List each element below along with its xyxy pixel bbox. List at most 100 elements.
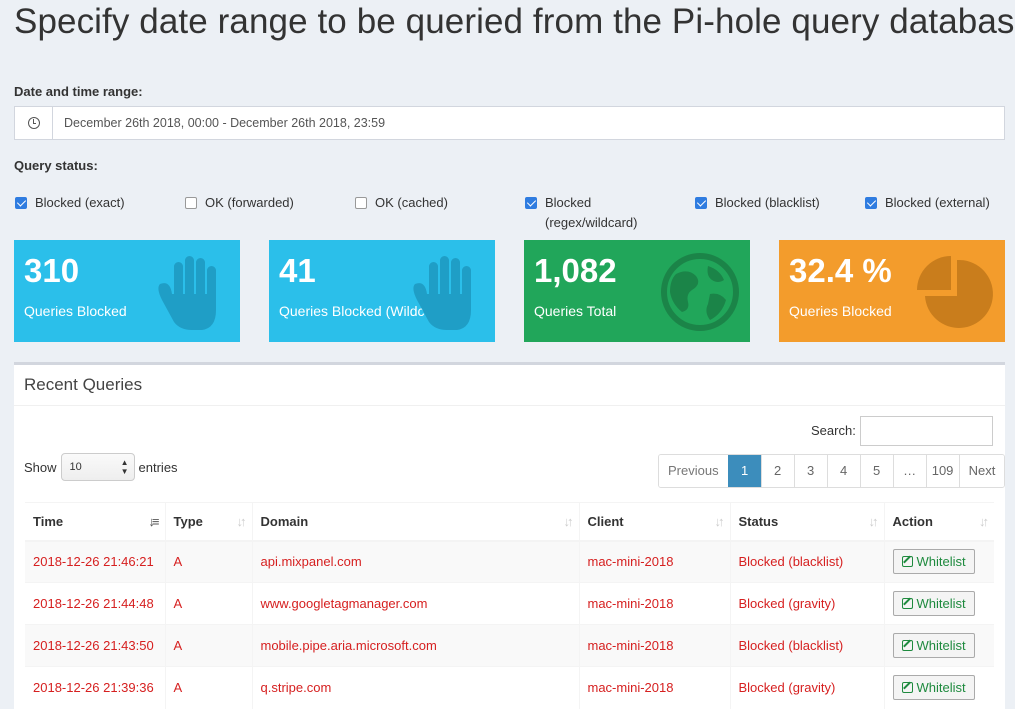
- column-header-status[interactable]: Status ↓↑: [729, 502, 884, 542]
- page-size-select[interactable]: 10 ▲ ▼: [60, 453, 135, 481]
- column-header-client[interactable]: Client ↓↑: [578, 502, 730, 542]
- whitelist-button[interactable]: Whitelist: [892, 591, 975, 616]
- pagination: Previous 1 2 3 4 5 … 109 Next: [658, 454, 1006, 488]
- cell-time: 2018-12-26 21:46:21: [25, 540, 165, 583]
- column-header-domain[interactable]: Domain ↓↑: [251, 502, 579, 542]
- page-size-value: 10: [69, 461, 82, 473]
- globe-icon: [661, 253, 739, 331]
- sort-icon: ↓↑: [979, 514, 989, 529]
- select-arrows-icon: ▲ ▼: [120, 458, 129, 476]
- clock-icon: [15, 107, 53, 139]
- page-button[interactable]: 109: [925, 455, 959, 487]
- column-header-type[interactable]: Type ↓↑: [164, 502, 252, 542]
- entries-label: entries: [138, 459, 178, 475]
- cell-status: Blocked (blacklist): [729, 540, 884, 583]
- stat-caption: Queries Total: [534, 303, 617, 319]
- whitelist-button[interactable]: Whitelist: [892, 549, 975, 575]
- next-button[interactable]: Next: [958, 455, 1005, 487]
- checkbox-label: Blocked (exact): [35, 195, 125, 210]
- checkbox-label: Blocked (external): [885, 195, 990, 210]
- sort-desc-icon: ↓≡: [148, 514, 159, 529]
- cell-time: 2018-12-26 21:44:48: [25, 582, 165, 625]
- hand-icon: [413, 256, 471, 330]
- page-button[interactable]: 1: [727, 455, 761, 487]
- checkbox-box[interactable]: [695, 197, 707, 209]
- column-header-action[interactable]: Action ↓↑: [883, 502, 994, 542]
- date-range-picker[interactable]: December 26th 2018, 00:00 - December 26t…: [14, 106, 1005, 140]
- panel-title: Recent Queries: [24, 375, 143, 394]
- stat-queries-blocked: 310 Queries Blocked: [14, 240, 240, 342]
- sort-icon: ↓↑: [714, 514, 725, 529]
- checkbox-ok-cached[interactable]: OK (cached): [355, 193, 448, 213]
- query-status-label: Query status:: [14, 158, 98, 173]
- recent-queries-panel: Recent Queries Search: Show 10 ▲ ▼ entrie…: [14, 362, 1006, 709]
- cell-action: Whitelist: [883, 582, 994, 625]
- date-range-label: Date and time range:: [14, 84, 143, 99]
- cell-action: Whitelist: [883, 540, 994, 583]
- cell-status: Blocked (gravity): [729, 666, 884, 709]
- checkbox-blocked-external[interactable]: Blocked (external): [865, 193, 990, 213]
- page-button[interactable]: 3: [793, 455, 827, 487]
- cell-domain: www.googletagmanager.com: [251, 582, 579, 625]
- cell-action: Whitelist: [883, 666, 994, 709]
- stat-value: 310: [24, 252, 80, 289]
- stat-queries-blocked-percent: 32.4 % Queries Blocked: [779, 240, 1005, 342]
- checkbox-blocked-regex[interactable]: Blocked (regex/wildcard): [525, 193, 637, 233]
- checkbox-label: Blocked: [545, 195, 592, 210]
- checkbox-label: OK (forwarded): [205, 195, 294, 210]
- stat-value: 1,082: [534, 252, 617, 289]
- column-header-time[interactable]: Time ↓≡: [25, 502, 165, 542]
- checkbox-box[interactable]: [15, 197, 27, 209]
- sort-icon: ↓↑: [563, 514, 574, 529]
- stat-queries-total: 1,082 Queries Total: [524, 240, 750, 342]
- checkbox-box[interactable]: [865, 197, 877, 209]
- cell-time: 2018-12-26 21:43:50: [25, 624, 165, 667]
- show-label: Show: [24, 459, 57, 475]
- stat-caption: Queries Blocked (Wildcards): [279, 303, 457, 319]
- checkbox-ok-forwarded[interactable]: OK (forwarded): [185, 193, 294, 213]
- page-button[interactable]: 2: [760, 455, 794, 487]
- checkbox-box[interactable]: [355, 197, 367, 209]
- checkbox-box[interactable]: [525, 197, 537, 209]
- stat-value: 32.4 %: [789, 252, 892, 289]
- cell-type: A: [164, 624, 252, 667]
- stat-queries-blocked-wildcards: 41 Queries Blocked (Wildcards): [269, 240, 495, 342]
- table-row: 2018-12-26 21:46:21 A api.mixpanel.com m…: [25, 540, 994, 583]
- whitelist-button[interactable]: Whitelist: [892, 675, 975, 701]
- sort-icon: ↓↑: [868, 514, 879, 529]
- checkbox-label: Blocked (blacklist): [715, 195, 820, 210]
- checkbox-blocked-blacklist[interactable]: Blocked (blacklist): [695, 193, 820, 213]
- checkbox-label: OK (cached): [375, 195, 448, 210]
- checkbox-box[interactable]: [185, 197, 197, 209]
- checkbox-blocked-exact[interactable]: Blocked (exact): [15, 193, 125, 213]
- cell-domain: api.mixpanel.com: [251, 540, 579, 583]
- edit-icon: [901, 640, 913, 651]
- divider: [14, 405, 1005, 406]
- cell-client: mac-mini-2018: [578, 666, 730, 709]
- cell-client: mac-mini-2018: [578, 624, 730, 667]
- sort-icon: ↓↑: [236, 514, 247, 529]
- page-button[interactable]: 4: [826, 455, 860, 487]
- stat-value: 41: [279, 252, 316, 289]
- cell-domain: q.stripe.com: [251, 666, 579, 709]
- cell-domain: mobile.pipe.aria.microsoft.com: [251, 624, 579, 667]
- queries-table: Time ↓≡ Type ↓↑ Domain ↓↑ Client ↓↑ Status ↓↑…: [25, 502, 994, 709]
- edit-icon: [901, 682, 913, 694]
- search-input[interactable]: [860, 416, 993, 446]
- table-row: 2018-12-26 21:39:36 A q.stripe.com mac-m…: [25, 666, 994, 709]
- edit-icon: [901, 598, 913, 609]
- previous-button[interactable]: Previous: [659, 455, 728, 487]
- whitelist-button[interactable]: Whitelist: [892, 633, 975, 658]
- table-row: 2018-12-26 21:44:48 A www.googletagmanag…: [25, 582, 994, 625]
- cell-action: Whitelist: [883, 624, 994, 667]
- cell-type: A: [164, 540, 252, 583]
- cell-time: 2018-12-26 21:39:36: [25, 666, 165, 709]
- page-size-control: Show 10 ▲ ▼ entries: [24, 453, 178, 481]
- cell-client: mac-mini-2018: [578, 582, 730, 625]
- page-title: Specify date range to be queried from th…: [14, 2, 1015, 41]
- stat-caption: Queries Blocked: [24, 303, 127, 319]
- cell-client: mac-mini-2018: [578, 540, 730, 583]
- page-button[interactable]: 5: [859, 455, 893, 487]
- table-row: 2018-12-26 21:43:50 A mobile.pipe.aria.m…: [25, 624, 994, 667]
- date-range-value[interactable]: December 26th 2018, 00:00 - December 26t…: [64, 116, 386, 130]
